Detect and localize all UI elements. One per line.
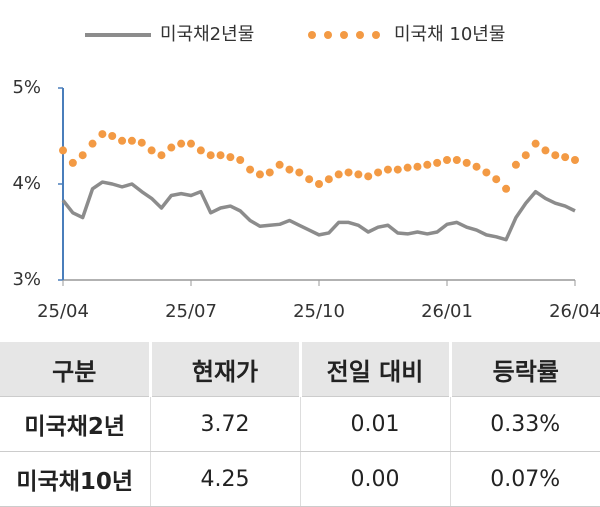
data-dot	[551, 151, 560, 160]
data-dot	[177, 139, 186, 148]
data-dot	[492, 175, 501, 184]
data-dot	[255, 170, 264, 179]
x-tick-label: 25/07	[165, 301, 217, 322]
table-cell: 0.07%	[449, 451, 600, 507]
data-dot	[137, 138, 146, 147]
x-tick-label: 26/01	[421, 301, 473, 322]
data-dot	[78, 151, 87, 160]
data-dot	[324, 175, 333, 184]
table-cell: 3.72	[149, 396, 300, 452]
data-dot	[108, 132, 117, 140]
data-dot	[68, 158, 77, 167]
legend-swatch	[308, 31, 316, 39]
data-dot	[511, 160, 520, 169]
data-dot	[275, 160, 284, 169]
data-dot	[187, 139, 195, 148]
data-dot	[118, 136, 127, 145]
data-dot	[196, 146, 205, 155]
header-cell: 현재가	[148, 342, 300, 397]
table-cell: 0.00	[299, 451, 450, 507]
data-dot	[403, 163, 412, 172]
data-dot	[98, 130, 107, 139]
data-dot	[285, 165, 294, 174]
data-dot	[541, 146, 550, 155]
data-dot	[561, 153, 570, 162]
data-dot	[88, 139, 97, 148]
data-dot	[462, 158, 471, 167]
data-dot	[443, 156, 451, 164]
data-dot	[246, 165, 255, 174]
data-dot	[393, 165, 402, 174]
table-body: 미국채2년 3.72 0.01 0.33% 미국채10년 4.25 0.00 0.07%	[0, 396, 600, 507]
header-cell: 전일 대비	[298, 342, 450, 397]
y-tick-label: 3%	[12, 269, 41, 290]
data-dot	[236, 156, 245, 164]
data-dot	[364, 172, 373, 181]
x-tick-label: 25/10	[293, 301, 345, 322]
table-cell: 미국채10년	[0, 451, 150, 507]
header-cell: 구분	[0, 342, 150, 397]
legend-swatch	[324, 31, 332, 39]
data-line	[61, 180, 576, 242]
data-dot	[344, 168, 353, 177]
data-dot	[374, 168, 383, 177]
data-dot	[571, 156, 579, 164]
y-tick-label: 5%	[12, 77, 41, 98]
chart: 3% 4% 5% 25/04 25/07 25/10 26/01 26/04 미국채2년물 미국채…	[12, 24, 600, 322]
legend-swatch	[340, 31, 348, 39]
data-dot	[305, 175, 314, 184]
data-dot	[502, 184, 511, 193]
data-dot	[383, 165, 392, 174]
data-dot	[413, 162, 422, 171]
price-table: 구분 현재가 전일 대비 등락률 미국채2년 3.72 0.01 0.33% 미국채10년 4.2…	[0, 342, 600, 507]
table-cell: 0.33%	[449, 396, 600, 452]
data-dot	[482, 168, 491, 177]
table-cell: 미국채2년	[0, 396, 150, 452]
data-dot	[452, 156, 461, 164]
data-dot	[295, 168, 304, 177]
data-dot	[206, 151, 215, 160]
data-dot	[433, 158, 442, 167]
table-cell: 4.25	[149, 451, 300, 507]
data-dot	[423, 160, 432, 169]
legend-swatch	[356, 31, 364, 39]
table-row: 미국채2년 3.72 0.01 0.33%	[0, 396, 600, 452]
legend-swatch	[372, 31, 380, 39]
data-dot	[531, 139, 540, 148]
data-dot	[167, 143, 176, 152]
legend-label: 미국채2년물	[160, 24, 254, 45]
data-dot	[334, 170, 343, 179]
data-dot	[265, 168, 274, 177]
y-tick-label: 4%	[12, 173, 41, 194]
table-cell: 0.01	[299, 396, 450, 452]
x-tick-label: 25/04	[37, 301, 89, 322]
data-dot	[315, 180, 323, 188]
data-dot	[59, 146, 67, 155]
data-dot	[226, 153, 235, 162]
table-row: 미국채10년 4.25 0.00 0.07%	[0, 451, 600, 507]
x-tick-label: 26/04	[549, 301, 600, 322]
data-dot	[354, 170, 363, 179]
legend-label: 미국채 10년물	[394, 24, 505, 45]
header-row: 구분 현재가 전일 대비 등락률	[0, 342, 600, 397]
header-cell: 등락률	[448, 342, 600, 397]
data-dot	[521, 151, 530, 160]
data-dot	[147, 146, 156, 155]
data-dot	[157, 151, 166, 160]
data-dot	[216, 151, 225, 160]
data-dot	[472, 162, 481, 171]
data-dot	[127, 136, 136, 145]
